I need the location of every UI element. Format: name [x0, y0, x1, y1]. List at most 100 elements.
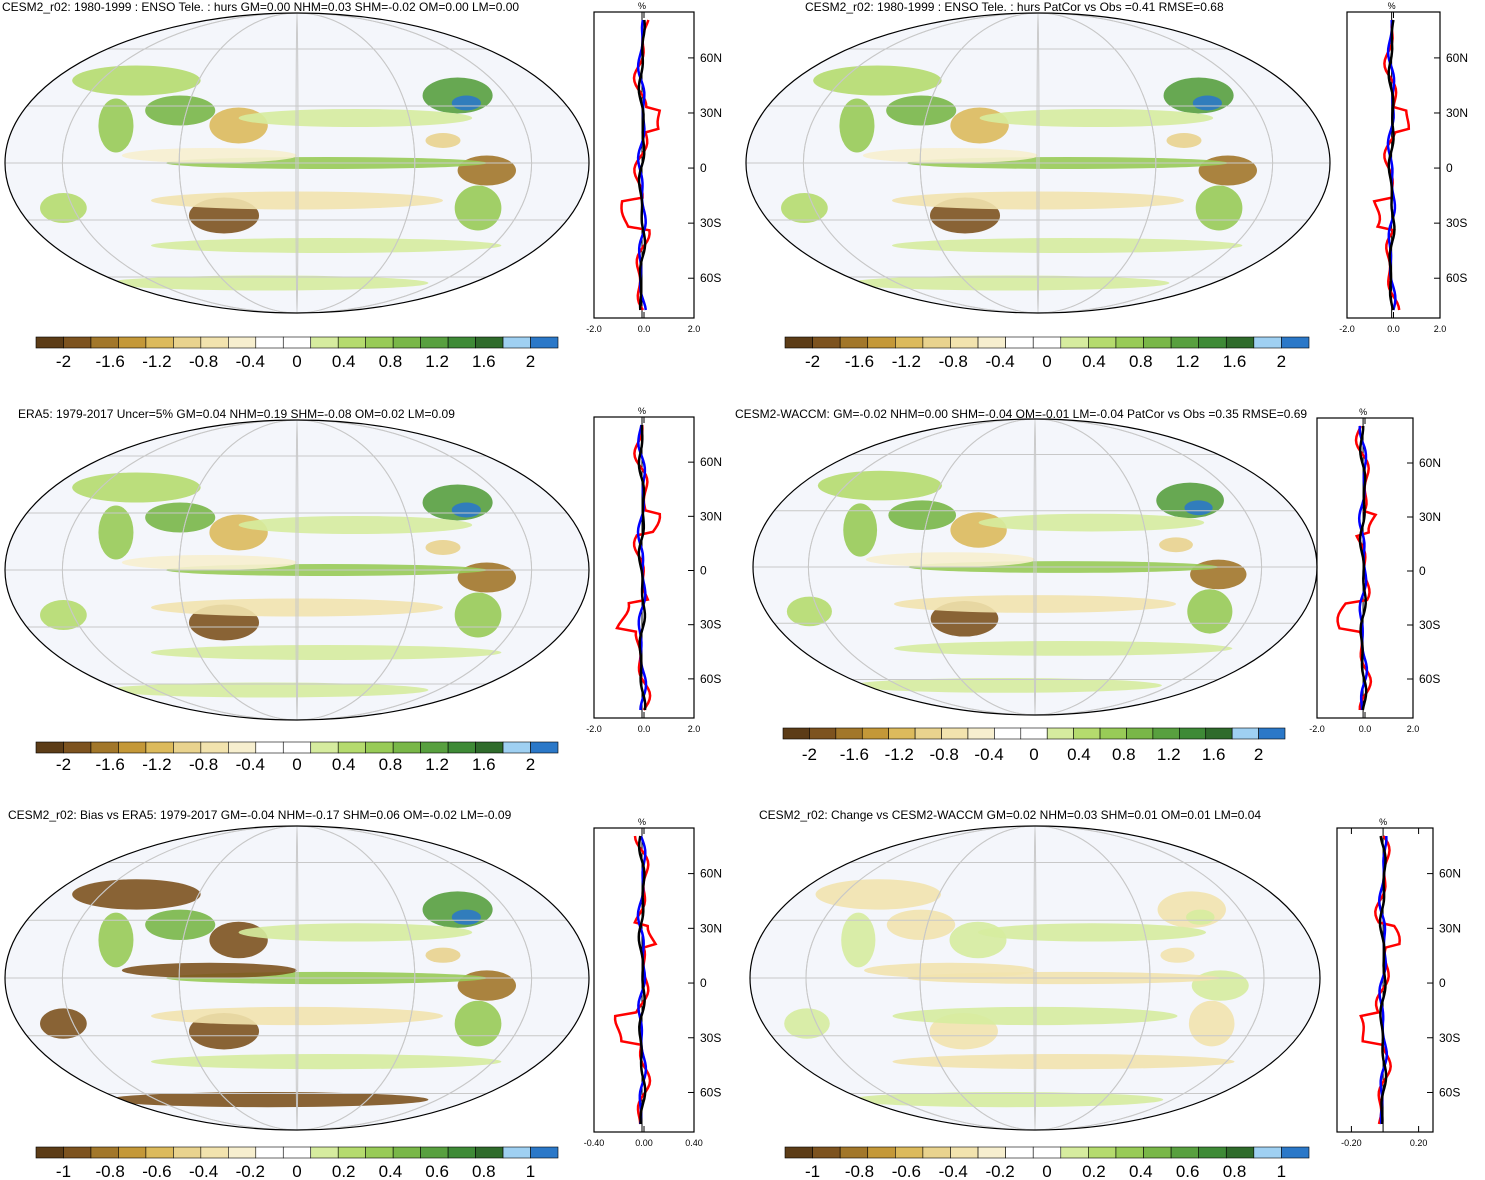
panel-6: % 60N 30N 0 30S 60S -0.20 0.20 -1 -0.8 -0.6 -0.4 -0.… [743, 786, 1485, 1179]
colorbar-swatch [1253, 336, 1282, 349]
colorbar-swatch [784, 336, 813, 349]
field-blob [949, 921, 1007, 959]
field-blob [848, 275, 1170, 291]
colorbar-swatch [392, 336, 421, 349]
colorbar-label: -0.4 [939, 1162, 968, 1179]
colorbar: -1 -0.8 -0.6 -0.4 -0.2 0 0.2 0.4 0.6 0.8 1 [35, 1146, 559, 1179]
colorbar-swatch [447, 336, 476, 349]
field-blob [950, 107, 1009, 144]
zonal-mean-plot: % 60N 30N 0 30S 60S -0.20 0.20 [1336, 817, 1461, 1148]
colorbar-label: -0.4 [974, 745, 1003, 764]
colorbar-swatch [228, 741, 257, 754]
colorbar-label: 0 [1042, 1162, 1051, 1179]
colorbar-label: -0.8 [189, 352, 218, 371]
field-blob [1195, 185, 1243, 231]
field-blob [978, 923, 1206, 942]
colorbar-swatch [839, 336, 869, 349]
colorbar-label: 0.8 [1223, 1162, 1247, 1179]
field-blob [145, 502, 216, 533]
zonal-unit-label: % [1359, 407, 1367, 417]
field-blob [1186, 909, 1215, 925]
zonal-unit-label: % [638, 817, 646, 827]
map-field [753, 419, 1317, 715]
graticule-lon [919, 13, 1157, 313]
colorbar-swatch [1253, 1146, 1282, 1159]
graticule-lon [802, 13, 1274, 313]
colorbar-swatch [255, 1146, 284, 1159]
field-blob [843, 503, 878, 557]
colorbar-swatch [173, 336, 202, 349]
colorbar-label: -1.2 [142, 755, 171, 774]
field-blob [839, 98, 875, 153]
zonal-unit-label: % [638, 406, 646, 416]
colorbar-label: 0 [292, 755, 301, 774]
colorbar-swatch [118, 741, 147, 754]
graticule-lon [1033, 419, 1037, 715]
field-blob [209, 514, 268, 551]
colorbar-swatch [337, 1146, 366, 1159]
colorbar-label: -0.6 [142, 1162, 171, 1179]
x-tick-label: 0.00 [635, 1138, 653, 1148]
field-blob [451, 502, 481, 518]
colorbar-label: -0.4 [985, 352, 1014, 371]
colorbar-label: 0.4 [332, 755, 356, 774]
colorbar-swatch [994, 727, 1022, 740]
graticule-lon [61, 13, 533, 313]
colorbar-swatch [282, 336, 312, 349]
field-blob [209, 921, 268, 959]
lat-tick-label: 30S [700, 1031, 721, 1045]
lat-tick-label: 0 [1419, 564, 1426, 578]
field-blob [892, 1006, 1178, 1026]
colorbar-swatch [967, 727, 995, 740]
colorbar-label: 2 [526, 755, 535, 774]
panel-title-2: CESM2_r02: 1980-1999 : ENSO Tele. : hurs… [805, 0, 1224, 14]
colorbar-label: 0 [1029, 745, 1038, 764]
field-blob [1191, 970, 1249, 1001]
colorbar-swatch [950, 1146, 979, 1159]
field-blob [209, 107, 268, 144]
colorbar-swatch [310, 1146, 339, 1159]
field-blob [454, 592, 502, 638]
colorbar-swatch [922, 336, 951, 349]
x-tick-label: -2.0 [586, 724, 602, 734]
field-blob [817, 470, 942, 501]
colorbar-swatch [941, 727, 969, 740]
field-blob [892, 191, 1184, 210]
field-blob [107, 682, 429, 698]
field-blob [457, 155, 516, 186]
x-tick-label: -2.0 [586, 324, 602, 334]
colorbar-label: -2 [802, 745, 817, 764]
zonal-frame [1336, 827, 1434, 1133]
field-blob [457, 970, 516, 1001]
colorbar-label: -0.8 [189, 755, 218, 774]
colorbar-swatch [922, 1146, 951, 1159]
colorbar-swatch [420, 336, 449, 349]
colorbar-swatch [475, 1146, 504, 1159]
field-blob [784, 1008, 830, 1039]
field-blob [40, 600, 87, 630]
zonal-line-black [1378, 835, 1388, 1125]
field-blob [454, 185, 502, 231]
map-field [5, 420, 589, 720]
graticule-lon [61, 420, 533, 720]
colorbar-label: 0.4 [1129, 1162, 1153, 1179]
colorbar-swatch [447, 741, 476, 754]
field-blob [1192, 95, 1222, 111]
field-blob [815, 879, 941, 910]
colorbar-label: -0.6 [892, 1162, 921, 1179]
colorbar-label: -1 [56, 1162, 71, 1179]
field-blob [781, 193, 828, 223]
field-blob [40, 1008, 87, 1039]
zonal-mean-plot: % 60N 30N 0 30S 60S -2.0 0.0 2.0 [1309, 407, 1441, 734]
colorbar-label: 0.8 [379, 755, 403, 774]
map-field [5, 13, 589, 313]
colorbar-label: -0.2 [985, 1162, 1014, 1179]
colorbar: -2 -1.6 -1.2 -0.8 -0.4 0 0.4 0.8 1.2 1.6 2 [35, 336, 559, 371]
map-plot-3: % 60N 30N 0 30S 60S -2.0 0.0 2.0 -2 -1.6 -1.2 -0.8 -0… [4, 406, 722, 774]
x-tick-label: -2.0 [1309, 724, 1325, 734]
colorbar-label: -0.2 [236, 1162, 265, 1179]
x-tick-label: 2.0 [1407, 724, 1420, 734]
field-blob [151, 1006, 443, 1026]
field-blob [451, 909, 481, 925]
